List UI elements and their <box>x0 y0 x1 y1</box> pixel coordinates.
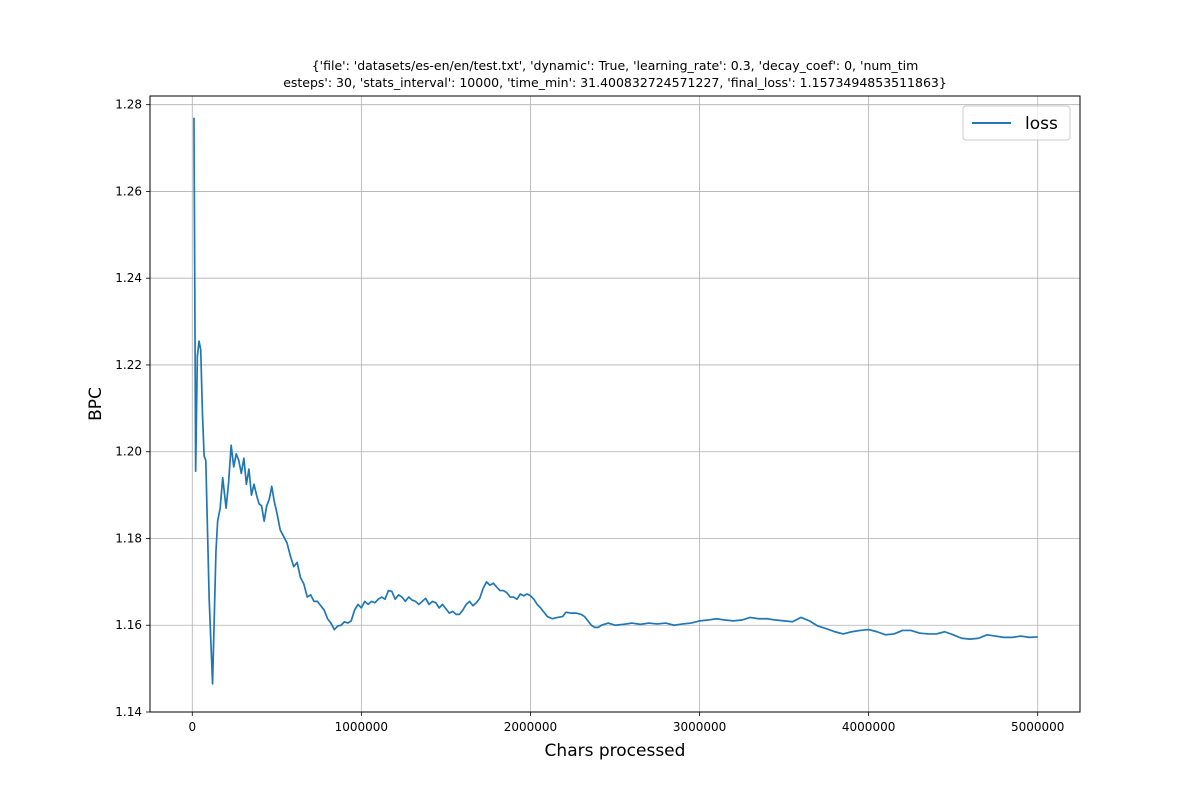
y-tick-label: 1.14 <box>115 705 142 719</box>
y-tick-label: 1.22 <box>115 358 142 372</box>
y-tick-label: 1.24 <box>115 271 142 285</box>
chart-title-line-1: {'file': 'datasets/es-en/en/test.txt', '… <box>312 58 919 73</box>
y-tick-label: 1.26 <box>115 184 142 198</box>
y-tick-label: 1.28 <box>115 98 142 112</box>
legend-label-loss: loss <box>1025 114 1058 134</box>
x-tick-label: 2000000 <box>504 720 557 734</box>
x-axis: 0 1000000 2000000 3000000 4000000 5000000 <box>188 712 1064 734</box>
x-tick-label: 5000000 <box>1011 720 1064 734</box>
chart-title-line-2: esteps': 30, 'stats_interval': 10000, 't… <box>283 75 947 90</box>
x-tick-label: 3000000 <box>673 720 726 734</box>
y-axis: 1.14 1.16 1.18 1.20 1.22 1.24 1.26 1.28 <box>115 98 150 719</box>
x-tick-label: 0 <box>188 720 196 734</box>
y-tick-label: 1.18 <box>115 531 142 545</box>
y-tick-label: 1.20 <box>115 445 142 459</box>
series-line-loss <box>193 117 1038 685</box>
y-tick-label: 1.16 <box>115 618 142 632</box>
series-lines <box>193 117 1038 685</box>
x-tick-label: 4000000 <box>842 720 895 734</box>
x-axis-label: Chars processed <box>545 741 686 761</box>
y-axis-label: BPC <box>86 387 106 421</box>
legend-box <box>962 105 1071 141</box>
plot-area-frame <box>149 95 1081 713</box>
x-tick-label: 1000000 <box>335 720 388 734</box>
legend: loss <box>962 105 1071 141</box>
grid-lines <box>150 96 1080 713</box>
